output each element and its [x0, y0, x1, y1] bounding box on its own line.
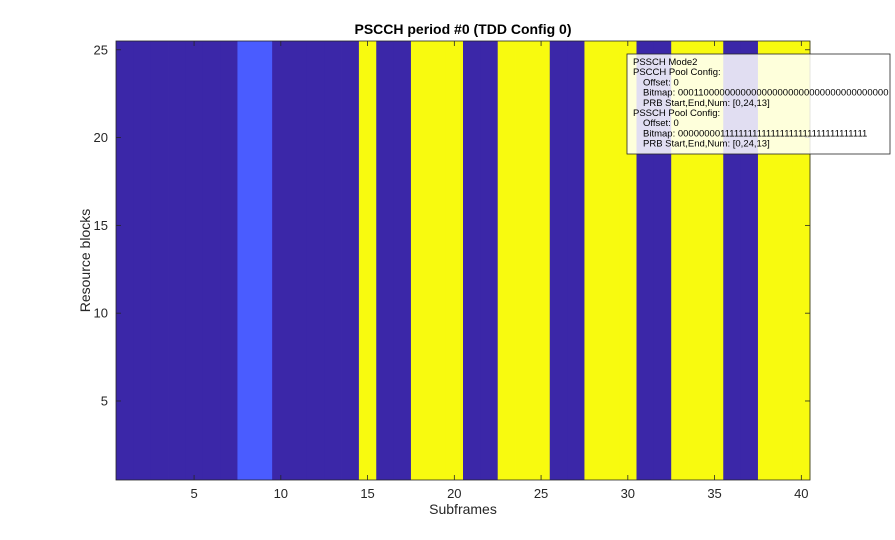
y-tick-label: 25 — [94, 42, 108, 57]
subframe-column-3 — [150, 41, 169, 480]
subframe-column-1 — [116, 41, 134, 480]
annotation-line: Bitmap: 00000000111111111111111111111111… — [643, 128, 867, 139]
subframe-column-2 — [133, 41, 152, 480]
plot-area — [115, 40, 811, 481]
subframe-column-5 — [185, 41, 204, 480]
subframe-column-10 — [272, 41, 290, 480]
subframe-column-27 — [567, 41, 585, 480]
y-tick-label: 15 — [94, 218, 108, 233]
y-tick-label: 10 — [94, 306, 108, 321]
subframe-column-15 — [358, 41, 377, 480]
x-tick-label: 10 — [274, 486, 288, 501]
chart-title: PSCCH period #0 (TDD Config 0) — [354, 21, 571, 37]
axis-tick-labels: 5 10 15 20 25 30 35 40 5 10 15 20 25 — [94, 42, 809, 501]
annotation-background — [626, 53, 891, 155]
y-axis-label: Resource blocks — [77, 209, 93, 313]
subframe-column-24 — [515, 41, 533, 480]
annotation-line: PSSCH Pool Config: — [633, 108, 720, 119]
subframe-column-4 — [168, 41, 186, 480]
subframe-column-28 — [584, 41, 603, 480]
annotation-line: PRB Start,End,Num: [0,24,13] — [643, 98, 770, 109]
subframe-column-11 — [289, 41, 308, 480]
subframe-column-14 — [341, 41, 360, 480]
subframe-column-23 — [497, 41, 516, 480]
x-tick-label: 25 — [534, 486, 548, 501]
x-axis-label: Subframes — [429, 501, 497, 517]
subframe-column-29 — [601, 41, 620, 480]
subframe-column-19 — [428, 41, 447, 480]
x-tick-label: 20 — [447, 486, 461, 501]
subframe-column-21 — [463, 41, 481, 480]
subframe-column-13 — [324, 41, 342, 480]
annotation-line: Offset: 0 — [643, 77, 679, 88]
annotation-line: PSCCH Pool Config: — [633, 67, 721, 78]
subframe-column-9 — [254, 41, 273, 480]
subframe-column-6 — [202, 41, 221, 480]
subframe-column-7 — [220, 41, 238, 480]
subframe-column-18 — [410, 41, 429, 480]
annotation-line: PSSCH Mode2 — [633, 57, 697, 68]
subframe-column-8 — [237, 41, 256, 480]
subframe-column-16 — [376, 41, 394, 480]
x-tick-label: 30 — [621, 486, 635, 501]
subframe-column-22 — [480, 41, 499, 480]
annotation-line: PRB Start,End,Num: [0,24,13] — [643, 139, 770, 150]
subframe-column-26 — [549, 41, 568, 480]
annotation-line: Bitmap: 00011000000000000000000000000000… — [643, 88, 888, 99]
y-tick-label: 20 — [94, 130, 108, 145]
annotation-line: Offset: 0 — [643, 118, 679, 129]
x-tick-label: 5 — [190, 486, 197, 501]
subframe-column-20 — [445, 41, 464, 480]
x-tick-label: 40 — [794, 486, 808, 501]
subframe-column-17 — [393, 41, 412, 480]
x-tick-label: 15 — [360, 486, 374, 501]
y-tick-label: 5 — [101, 393, 108, 408]
subframe-column-25 — [532, 41, 551, 480]
subframe-column-12 — [306, 41, 325, 480]
x-tick-label: 35 — [707, 486, 721, 501]
heatmap-cells — [116, 41, 811, 480]
